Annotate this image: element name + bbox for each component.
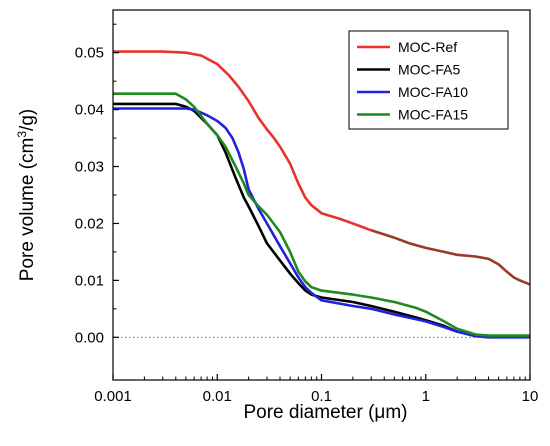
x-tick-label: 1	[422, 388, 430, 405]
series-layer	[113, 50, 531, 339]
x-axis-title: Pore diameter (μm)	[243, 402, 407, 423]
legend-label-moc-fa5: MOC-FA5	[398, 62, 460, 78]
series-line-moc-fa5	[113, 102, 530, 339]
ticks-layer: 0.001 0.01 0.1 1 10 0.00 0.01 0.02 0.03 0.04 0.05	[75, 23, 539, 405]
y-axis-title-tail: /g)	[17, 109, 38, 131]
legend-label-moc-ref: MOC-Ref	[398, 39, 457, 55]
y-tick-label: 0.00	[75, 329, 104, 346]
y-tick-label: 0.03	[75, 159, 104, 176]
series-line-moc-ref	[113, 50, 372, 232]
y-tick-label: 0.01	[75, 272, 104, 289]
series-line-moc-fa15	[113, 92, 530, 337]
series-line-moc-fa10	[113, 107, 530, 339]
y-tick-label: 0.04	[75, 102, 104, 119]
y-tick-label: 0.02	[75, 215, 104, 232]
x-tick-label: 0.01	[203, 388, 232, 405]
y-axis-title-main: Pore volume (cm	[17, 138, 38, 282]
x-tick-label: 0.001	[94, 388, 132, 405]
x-tick-label: 0.1	[311, 388, 332, 405]
y-tick-label: 0.05	[75, 45, 104, 62]
legend-label-moc-fa10: MOC-FA10	[398, 84, 468, 100]
legend: MOC-Ref MOC-FA5 MOC-FA10 MOC-FA15	[348, 30, 509, 130]
series-line-moc-ref-tail	[370, 229, 531, 286]
y-axis-title-superscript: 3	[15, 131, 29, 138]
legend-label-moc-fa15: MOC-FA15	[398, 107, 468, 123]
y-axis-title: Pore volume (cm3/g)	[15, 109, 38, 281]
x-tick-label: 10	[522, 388, 539, 405]
